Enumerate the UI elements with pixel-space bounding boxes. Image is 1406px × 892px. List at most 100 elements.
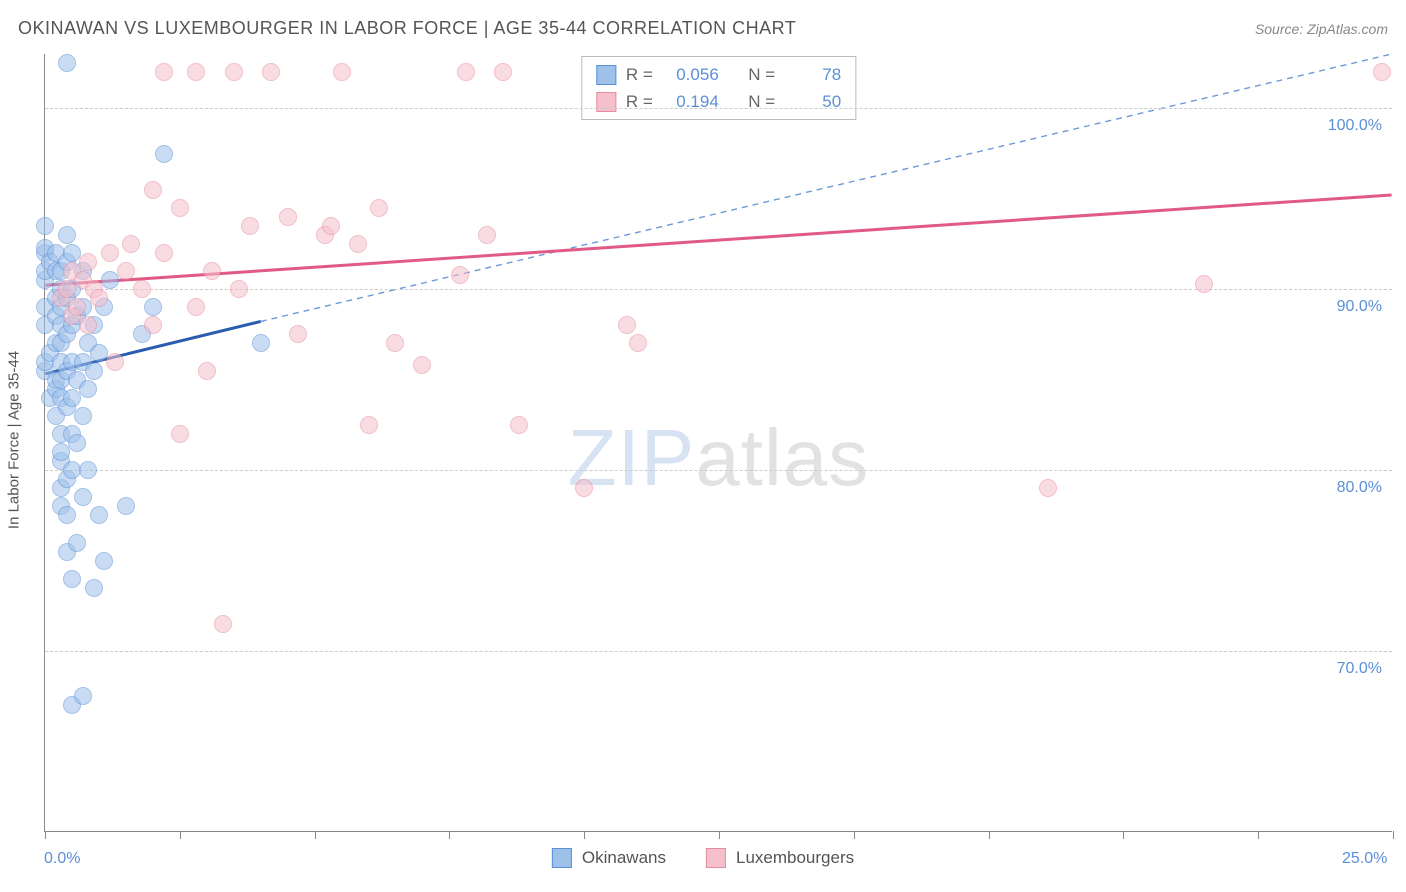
source-label: Source: ZipAtlas.com bbox=[1255, 21, 1388, 37]
data-point bbox=[1195, 275, 1213, 293]
watermark: ZIPatlas bbox=[568, 412, 869, 504]
data-point bbox=[494, 63, 512, 81]
data-point bbox=[74, 407, 92, 425]
data-point bbox=[451, 266, 469, 284]
data-point bbox=[155, 244, 173, 262]
data-point bbox=[79, 253, 97, 271]
data-point bbox=[106, 353, 124, 371]
data-point bbox=[203, 262, 221, 280]
data-point bbox=[63, 570, 81, 588]
x-tick bbox=[180, 831, 181, 839]
chart-title: OKINAWAN VS LUXEMBOURGER IN LABOR FORCE … bbox=[18, 18, 796, 39]
legend-swatch-1 bbox=[552, 848, 572, 868]
data-point bbox=[58, 226, 76, 244]
x-tick bbox=[1258, 831, 1259, 839]
y-tick-label: 80.0% bbox=[1337, 479, 1382, 497]
x-tick bbox=[854, 831, 855, 839]
data-point bbox=[225, 63, 243, 81]
data-point bbox=[58, 506, 76, 524]
data-point bbox=[230, 280, 248, 298]
data-point bbox=[279, 208, 297, 226]
data-point bbox=[629, 334, 647, 352]
data-point bbox=[322, 217, 340, 235]
x-tick bbox=[1123, 831, 1124, 839]
data-point bbox=[214, 615, 232, 633]
data-point bbox=[198, 362, 216, 380]
y-tick-label: 70.0% bbox=[1337, 660, 1382, 678]
data-point bbox=[333, 63, 351, 81]
bottom-legend: Okinawans Luxembourgers bbox=[552, 848, 854, 868]
data-point bbox=[101, 244, 119, 262]
data-point bbox=[370, 199, 388, 217]
data-point bbox=[413, 356, 431, 374]
x-tick bbox=[449, 831, 450, 839]
data-point bbox=[1039, 479, 1057, 497]
n-label: N = bbox=[748, 61, 775, 88]
grid-line bbox=[45, 108, 1392, 109]
x-tick bbox=[584, 831, 585, 839]
data-point bbox=[386, 334, 404, 352]
data-point bbox=[618, 316, 636, 334]
n-label: N = bbox=[748, 88, 775, 115]
trend-lines bbox=[45, 54, 1392, 831]
data-point bbox=[349, 235, 367, 253]
data-point bbox=[478, 226, 496, 244]
data-point bbox=[79, 380, 97, 398]
data-point bbox=[117, 262, 135, 280]
data-point bbox=[144, 316, 162, 334]
x-tick bbox=[989, 831, 990, 839]
data-point bbox=[133, 280, 151, 298]
data-point bbox=[252, 334, 270, 352]
r-value-2: 0.194 bbox=[663, 88, 719, 115]
y-tick-label: 100.0% bbox=[1328, 117, 1382, 135]
data-point bbox=[155, 145, 173, 163]
data-point bbox=[58, 280, 76, 298]
legend-item-1: Okinawans bbox=[552, 848, 666, 868]
data-point bbox=[187, 63, 205, 81]
data-point bbox=[117, 497, 135, 515]
x-tick-label: 0.0% bbox=[44, 850, 80, 868]
data-point bbox=[1373, 63, 1391, 81]
y-axis-label: In Labor Force | Age 35-44 bbox=[6, 351, 23, 529]
data-point bbox=[90, 289, 108, 307]
data-point bbox=[262, 63, 280, 81]
data-point bbox=[155, 63, 173, 81]
data-point bbox=[36, 217, 54, 235]
legend-label-1: Okinawans bbox=[582, 848, 666, 868]
r-value-1: 0.056 bbox=[663, 61, 719, 88]
x-tick-label: 25.0% bbox=[1342, 850, 1387, 868]
legend-item-2: Luxembourgers bbox=[706, 848, 854, 868]
data-point bbox=[360, 416, 378, 434]
y-tick-label: 90.0% bbox=[1337, 298, 1382, 316]
r-label: R = bbox=[626, 61, 653, 88]
data-point bbox=[79, 461, 97, 479]
data-point bbox=[510, 416, 528, 434]
data-point bbox=[74, 687, 92, 705]
n-value-2: 50 bbox=[785, 88, 841, 115]
data-point bbox=[187, 298, 205, 316]
plot-area: ZIPatlas R = 0.056 N = 78 R = 0.194 N = … bbox=[44, 54, 1392, 832]
data-point bbox=[101, 271, 119, 289]
data-point bbox=[52, 443, 70, 461]
watermark-atlas: atlas bbox=[695, 413, 869, 502]
data-point bbox=[68, 434, 86, 452]
data-point bbox=[575, 479, 593, 497]
data-point bbox=[95, 552, 113, 570]
r-label: R = bbox=[626, 88, 653, 115]
swatch-series-1 bbox=[596, 65, 616, 85]
data-point bbox=[68, 298, 86, 316]
data-point bbox=[171, 425, 189, 443]
data-point bbox=[63, 389, 81, 407]
data-point bbox=[90, 506, 108, 524]
data-point bbox=[241, 217, 259, 235]
x-tick bbox=[1393, 831, 1394, 839]
data-point bbox=[144, 298, 162, 316]
data-point bbox=[144, 181, 162, 199]
data-point bbox=[63, 244, 81, 262]
data-point bbox=[289, 325, 307, 343]
legend-swatch-2 bbox=[706, 848, 726, 868]
stats-box: R = 0.056 N = 78 R = 0.194 N = 50 bbox=[581, 56, 856, 120]
data-point bbox=[58, 54, 76, 72]
data-point bbox=[85, 579, 103, 597]
grid-line bbox=[45, 470, 1392, 471]
